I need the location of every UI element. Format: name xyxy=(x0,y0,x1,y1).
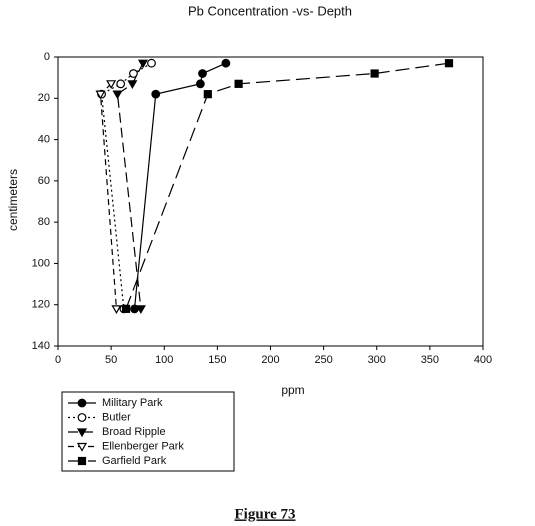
y-tick-label: 80 xyxy=(38,216,50,228)
legend-label: Butler xyxy=(102,411,131,423)
x-tick-label: 300 xyxy=(368,354,386,366)
legend-label: Broad Ripple xyxy=(102,426,166,438)
x-tick-label: 350 xyxy=(421,354,439,366)
x-tick-label: 200 xyxy=(261,354,279,366)
marker xyxy=(77,398,87,408)
marker xyxy=(106,80,117,90)
marker xyxy=(112,90,123,100)
marker xyxy=(198,69,207,78)
marker xyxy=(234,79,243,88)
x-tick-label: 0 xyxy=(55,354,61,366)
x-tick-label: 150 xyxy=(208,354,226,366)
series-line xyxy=(99,83,118,309)
marker xyxy=(151,89,161,99)
marker xyxy=(195,79,205,89)
legend-label: Military Park xyxy=(102,397,163,409)
series-line xyxy=(100,62,152,309)
marker xyxy=(76,442,88,452)
marker xyxy=(444,59,454,68)
y-tick-label: 140 xyxy=(32,340,50,352)
series-line xyxy=(116,62,144,309)
marker xyxy=(127,80,138,90)
legend-label: Ellenberger Park xyxy=(102,440,184,452)
series-line xyxy=(125,62,450,310)
marker xyxy=(116,79,126,89)
marker xyxy=(77,413,87,422)
y-tick-label: 60 xyxy=(38,175,50,187)
marker xyxy=(121,304,131,313)
marker xyxy=(77,456,87,466)
marker xyxy=(203,90,212,99)
figure-caption: Figure 73 xyxy=(235,506,296,522)
marker xyxy=(221,58,231,68)
chart-title: Pb Concentration -vs- Depth xyxy=(188,3,352,18)
y-tick-label: 120 xyxy=(32,299,50,311)
marker xyxy=(129,69,138,78)
marker xyxy=(135,305,146,315)
y-tick-label: 20 xyxy=(38,92,50,104)
legend-box xyxy=(61,391,235,472)
x-tick-label: 400 xyxy=(474,354,492,366)
marker xyxy=(370,69,379,78)
series-line xyxy=(133,62,227,309)
x-axis-label: ppm xyxy=(281,383,304,397)
y-axis-label: centimeters xyxy=(6,169,20,231)
plot-frame xyxy=(57,56,484,347)
x-tick-label: 250 xyxy=(314,354,332,366)
x-tick-label: 100 xyxy=(155,354,173,366)
marker xyxy=(76,428,88,438)
y-tick-label: 0 xyxy=(44,51,50,63)
legend-label: Garfield Park xyxy=(102,455,167,467)
marker xyxy=(137,59,149,69)
marker xyxy=(111,305,122,315)
marker xyxy=(95,90,106,100)
x-tick-label: 50 xyxy=(105,354,117,366)
marker xyxy=(147,58,156,68)
y-tick-label: 40 xyxy=(38,133,50,145)
y-tick-label: 100 xyxy=(32,257,50,269)
